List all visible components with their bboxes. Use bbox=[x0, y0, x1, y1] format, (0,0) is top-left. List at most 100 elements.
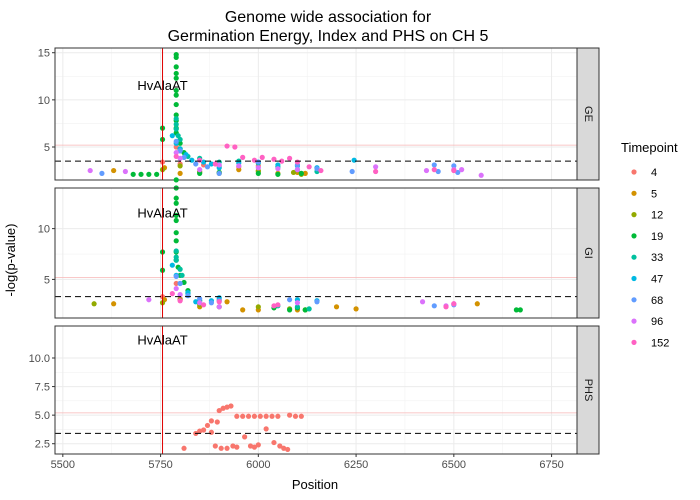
data-point bbox=[302, 170, 308, 176]
data-point bbox=[173, 121, 179, 127]
data-point bbox=[181, 279, 187, 286]
data-point bbox=[200, 427, 207, 433]
data-point bbox=[517, 307, 523, 313]
data-point bbox=[259, 154, 265, 160]
legend-swatch bbox=[631, 254, 637, 260]
data-point bbox=[230, 443, 236, 449]
data-point bbox=[275, 302, 281, 308]
x-tick-label: 6000 bbox=[246, 459, 270, 471]
legend-title: Timepoint bbox=[621, 140, 678, 155]
data-point bbox=[287, 307, 293, 313]
legend: Timepoint 4 5 12 19 33 47 68 96 152 bbox=[621, 140, 678, 349]
data-point bbox=[216, 170, 222, 176]
data-point bbox=[212, 443, 218, 449]
data-point bbox=[333, 304, 340, 310]
data-point bbox=[208, 429, 215, 435]
data-point bbox=[173, 248, 179, 254]
data-point bbox=[173, 92, 179, 98]
data-point bbox=[318, 167, 324, 174]
legend-swatch bbox=[631, 169, 637, 175]
data-point bbox=[228, 403, 234, 409]
data-point bbox=[181, 154, 187, 160]
data-point bbox=[255, 170, 261, 176]
data-point bbox=[269, 413, 275, 419]
data-point bbox=[224, 299, 230, 305]
data-point bbox=[251, 413, 258, 419]
legend-swatch bbox=[631, 233, 637, 239]
data-point bbox=[185, 293, 191, 299]
panel-phs: HvAlaAT 2.5 5.0 7.5 10.0 PHS bbox=[29, 325, 600, 455]
data-point bbox=[197, 300, 203, 306]
data-point bbox=[173, 101, 179, 108]
data-point bbox=[177, 170, 183, 176]
data-point bbox=[208, 418, 215, 424]
data-point bbox=[287, 297, 293, 303]
data-point bbox=[208, 300, 215, 306]
data-point bbox=[275, 162, 281, 168]
data-point bbox=[285, 446, 291, 453]
data-point bbox=[314, 166, 320, 172]
legend-label: 33 bbox=[651, 252, 663, 264]
data-point bbox=[294, 304, 301, 310]
x-tick-label: 5750 bbox=[148, 459, 172, 471]
y-tick-label: 2.5 bbox=[35, 439, 50, 451]
panels: HvAlaAT 5 10 15 GE HvAlaAT 5 10 GI HvAlaAT 2.5 5.0 7… bbox=[29, 47, 600, 455]
data-point bbox=[173, 138, 179, 144]
data-point bbox=[130, 171, 136, 177]
data-point bbox=[173, 126, 179, 132]
data-point bbox=[204, 422, 211, 429]
data-point bbox=[240, 413, 246, 419]
data-point bbox=[220, 405, 226, 411]
data-point bbox=[197, 157, 203, 163]
data-point bbox=[173, 217, 179, 224]
data-point bbox=[294, 167, 301, 173]
chart-title-line-2: Germination Energy, Index and PHS on CH … bbox=[168, 28, 489, 45]
data-point bbox=[193, 299, 199, 305]
data-point bbox=[255, 165, 261, 171]
data-point bbox=[298, 413, 304, 419]
data-point bbox=[242, 434, 248, 440]
data-point bbox=[111, 301, 117, 307]
data-point bbox=[177, 298, 183, 304]
legend-label: 4 bbox=[651, 167, 657, 179]
data-point bbox=[216, 304, 222, 310]
data-point bbox=[173, 70, 179, 77]
data-point bbox=[177, 163, 183, 169]
data-point bbox=[435, 168, 441, 175]
series-4 bbox=[181, 403, 304, 453]
data-point bbox=[281, 445, 287, 451]
y-tick-label: 5 bbox=[44, 274, 50, 286]
data-point bbox=[431, 167, 437, 173]
data-point bbox=[173, 195, 179, 201]
data-point bbox=[257, 413, 263, 419]
data-point bbox=[263, 426, 269, 432]
data-point bbox=[177, 155, 183, 161]
legend-swatch bbox=[631, 212, 637, 218]
data-point bbox=[179, 272, 185, 278]
data-point bbox=[173, 212, 179, 219]
data-point bbox=[236, 163, 242, 169]
x-tick-label: 6250 bbox=[344, 459, 368, 471]
data-point bbox=[177, 148, 183, 154]
data-point bbox=[173, 116, 179, 122]
chart-title-line-1: Genome wide association for bbox=[225, 9, 432, 26]
data-point bbox=[173, 273, 179, 279]
data-point bbox=[154, 171, 160, 177]
facet-strip-label: GI bbox=[582, 247, 594, 259]
data-point bbox=[146, 297, 152, 303]
data-point bbox=[240, 307, 246, 313]
data-point bbox=[173, 153, 179, 160]
legend-label: 96 bbox=[651, 316, 663, 328]
data-point bbox=[306, 306, 312, 312]
data-point bbox=[173, 54, 179, 61]
data-point bbox=[173, 230, 179, 236]
data-point bbox=[251, 444, 258, 450]
data-point bbox=[294, 159, 301, 165]
legend-swatch bbox=[631, 190, 637, 196]
data-point bbox=[173, 257, 179, 263]
facet-strip bbox=[576, 325, 600, 455]
data-point bbox=[292, 413, 299, 419]
panel-ge: HvAlaAT 5 10 15 GE bbox=[38, 47, 600, 181]
data-point bbox=[275, 413, 281, 419]
data-point bbox=[197, 167, 203, 173]
